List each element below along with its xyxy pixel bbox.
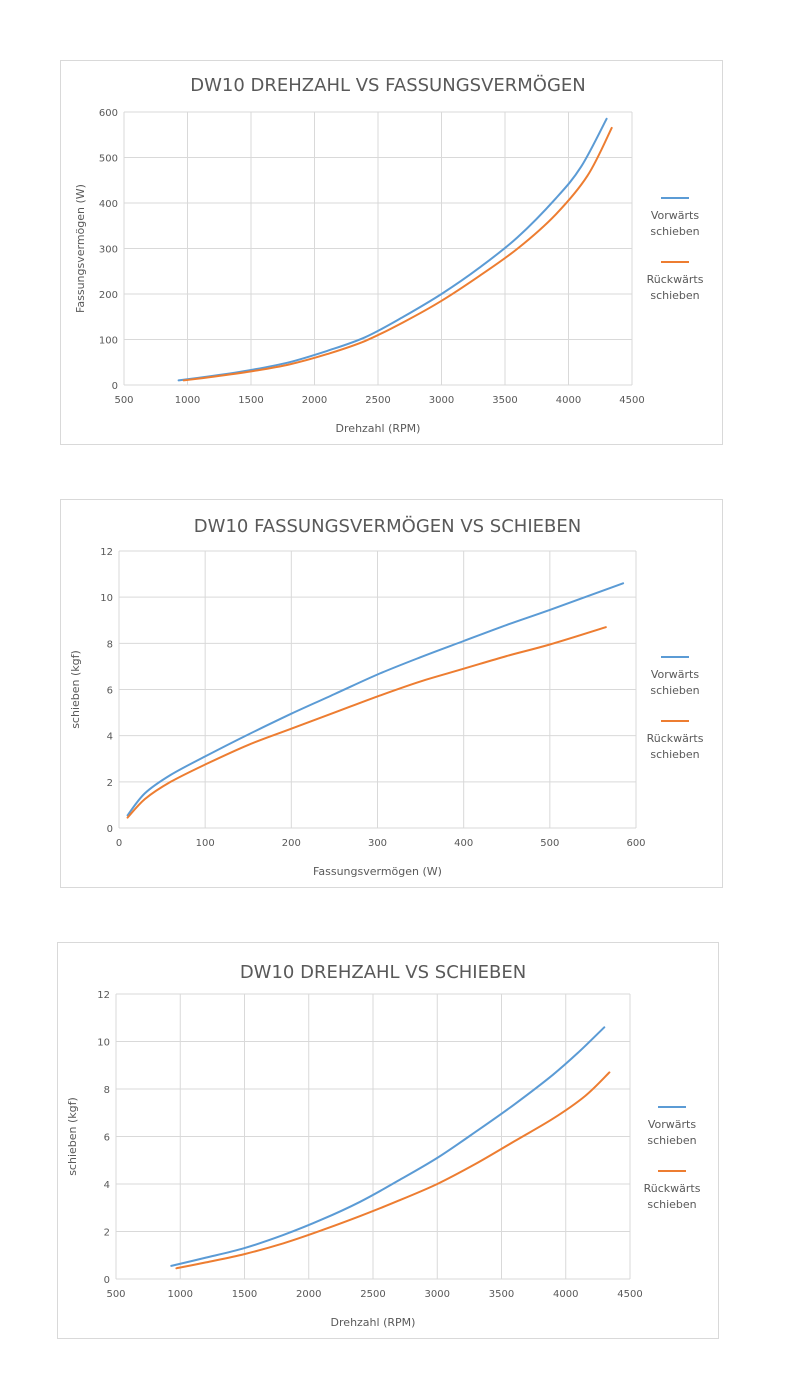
- y-axis-label: Fassungsvermögen (W): [74, 184, 87, 313]
- x-tick-label: 2500: [360, 1289, 385, 1300]
- x-tick-label: 500: [114, 395, 133, 406]
- x-tick-label: 100: [196, 838, 215, 849]
- x-tick-label: 1000: [175, 395, 200, 406]
- y-axis-label: schieben (kgf): [66, 1097, 79, 1176]
- x-tick-label: 300: [368, 838, 387, 849]
- y-tick-label: 300: [99, 245, 118, 256]
- legend-label: Vorwärts schieben: [650, 209, 699, 238]
- chart-rpm-vs-capacity: DW10 DREHZAHL VS FASSUNGSVERMÖGEN 500 1000…: [60, 60, 723, 445]
- x-tick-label: 1500: [232, 1289, 257, 1300]
- y-tick-label: 2: [107, 778, 113, 789]
- y-tick-label: 400: [99, 199, 118, 210]
- x-tick-label: 1000: [168, 1289, 193, 1300]
- x-tick-label: 4500: [619, 395, 644, 406]
- x-tick-label: 4000: [553, 1289, 578, 1300]
- chart-title: DW10 DREHZAHL VS SCHIEBEN: [240, 962, 526, 983]
- legend-label: Rückwärts schieben: [647, 273, 704, 302]
- x-tick-label: 2000: [296, 1289, 321, 1300]
- chart-svg: DW10 DREHZAHL VS SCHIEBEN 500 1000 1500 2000…: [66, 962, 701, 1329]
- y-tick-label: 4: [107, 732, 113, 743]
- x-tick-label: 0: [116, 838, 122, 849]
- x-tick-label: 2500: [365, 395, 390, 406]
- x-tick-label: 500: [540, 838, 559, 849]
- chart-capacity-vs-thrust: DW10 FASSUNGSVERMÖGEN VS SCHIEBEN 0 100 200…: [60, 499, 723, 888]
- chart-rpm-vs-thrust: DW10 DREHZAHL VS SCHIEBEN 500 1000 1500 2000…: [57, 942, 719, 1339]
- x-tick-label: 600: [626, 838, 645, 849]
- series-line: [182, 126, 613, 382]
- x-tick-label: 3000: [429, 395, 454, 406]
- y-tick-label: 6: [104, 1133, 110, 1144]
- x-tick-label: 500: [106, 1289, 125, 1300]
- x-tick-label: 4000: [556, 395, 581, 406]
- y-tick-label: 100: [99, 336, 118, 347]
- y-tick-label: 0: [107, 824, 113, 835]
- y-tick-label: 12: [97, 990, 110, 1001]
- series-line: [175, 1071, 611, 1270]
- y-axis-label: schieben (kgf): [69, 650, 82, 729]
- y-tick-label: 10: [97, 1038, 110, 1049]
- y-tick-label: 600: [99, 108, 118, 119]
- x-tick-label: 3000: [425, 1289, 450, 1300]
- legend-label: Vorwärts schieben: [650, 668, 699, 697]
- x-axis-label: Fassungsvermögen (W): [313, 865, 442, 878]
- legend-label: Rückwärts schieben: [647, 732, 704, 761]
- x-tick-label: 4500: [617, 1289, 642, 1300]
- x-axis-label: Drehzahl (RPM): [331, 1316, 416, 1329]
- x-tick-label: 400: [454, 838, 473, 849]
- x-tick-label: 3500: [489, 1289, 514, 1300]
- chart-title: DW10 FASSUNGSVERMÖGEN VS SCHIEBEN: [194, 515, 581, 537]
- y-tick-label: 12: [100, 547, 113, 558]
- y-tick-label: 2: [104, 1228, 110, 1239]
- y-tick-label: 8: [104, 1085, 110, 1096]
- y-tick-label: 0: [104, 1275, 110, 1286]
- y-tick-label: 200: [99, 290, 118, 301]
- x-tick-label: 2000: [302, 395, 327, 406]
- legend-label: Rückwärts schieben: [644, 1182, 701, 1211]
- series-line: [126, 626, 607, 819]
- y-tick-label: 8: [107, 639, 113, 650]
- legend-label: Vorwärts schieben: [647, 1118, 696, 1147]
- x-tick-label: 3500: [492, 395, 517, 406]
- chart-title: DW10 DREHZAHL VS FASSUNGSVERMÖGEN: [190, 74, 586, 96]
- x-tick-label: 200: [282, 838, 301, 849]
- y-tick-label: 500: [99, 154, 118, 165]
- y-tick-label: 4: [104, 1180, 110, 1191]
- series-line: [170, 1026, 606, 1267]
- series-line: [126, 582, 625, 817]
- x-tick-label: 1500: [238, 395, 263, 406]
- y-tick-label: 0: [112, 381, 118, 392]
- y-tick-label: 10: [100, 593, 113, 604]
- series-line: [177, 117, 608, 382]
- x-axis-label: Drehzahl (RPM): [336, 422, 421, 435]
- y-tick-label: 6: [107, 686, 113, 697]
